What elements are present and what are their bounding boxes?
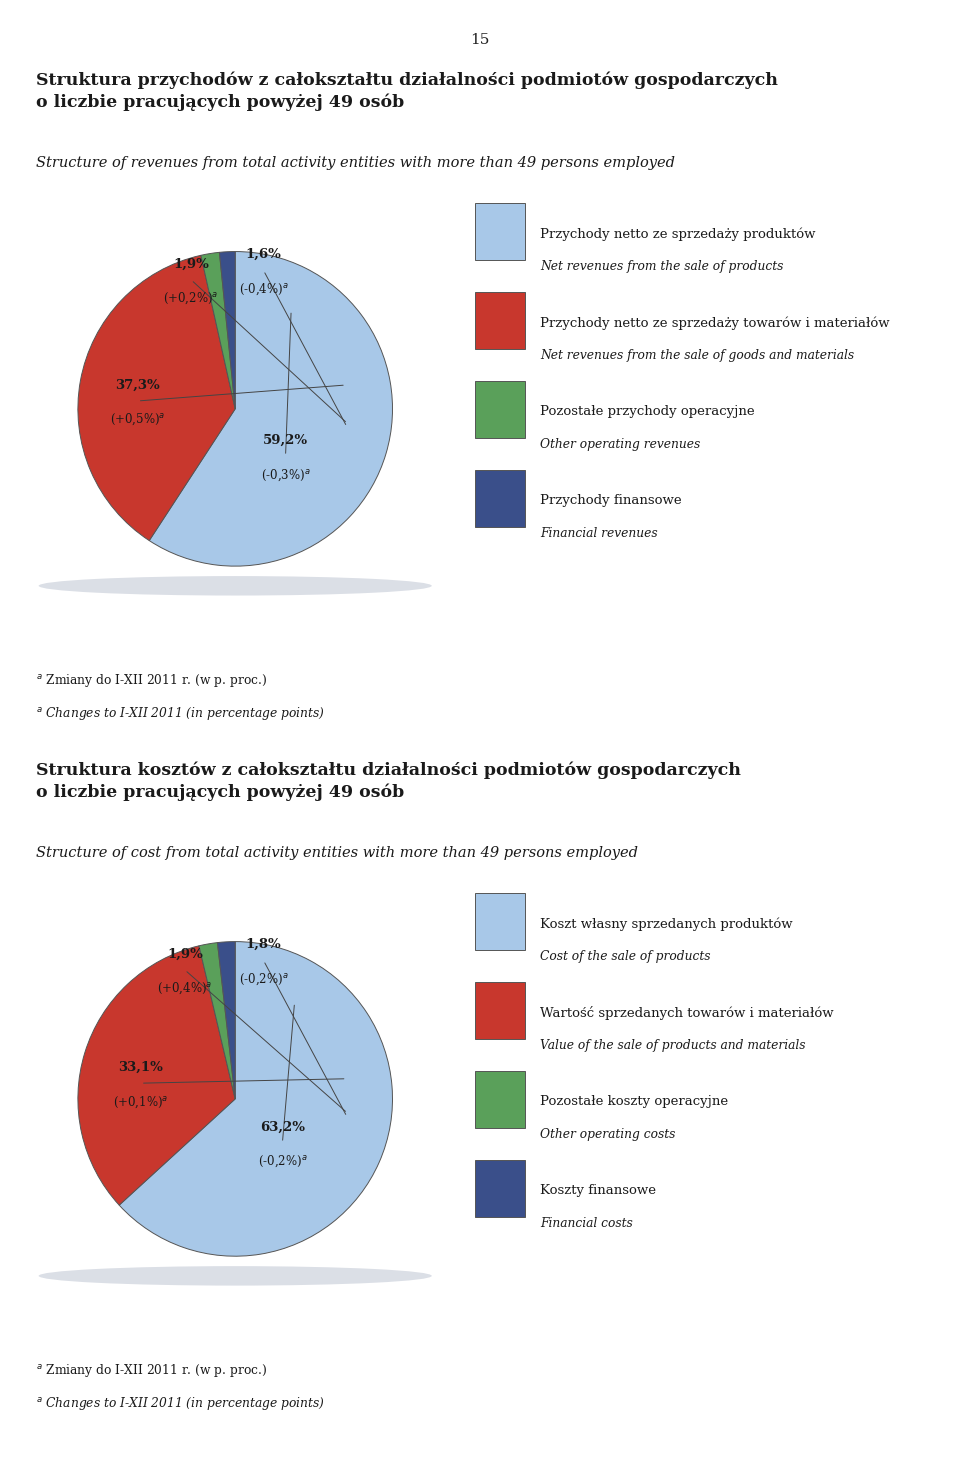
Text: (+0,4%)$^a$: (+0,4%)$^a$	[157, 981, 212, 996]
Text: 59,2%: 59,2%	[263, 433, 308, 447]
Wedge shape	[201, 252, 235, 410]
Ellipse shape	[38, 576, 432, 595]
Text: Value of the sale of products and materials: Value of the sale of products and materi…	[540, 1039, 806, 1052]
Text: $^a$ Zmiany do I-XII 2011 r. (w p. proc.): $^a$ Zmiany do I-XII 2011 r. (w p. proc.…	[36, 1362, 268, 1379]
Text: 63,2%: 63,2%	[260, 1120, 305, 1134]
Wedge shape	[218, 942, 235, 1100]
Text: 1,6%: 1,6%	[246, 248, 281, 261]
Text: 15: 15	[470, 33, 490, 46]
Text: Wartość sprzedanych towarów i materiałów: Wartość sprzedanych towarów i materiałów	[540, 1006, 834, 1020]
Text: Net revenues from the sale of goods and materials: Net revenues from the sale of goods and …	[540, 349, 854, 362]
Text: 1,9%: 1,9%	[167, 947, 203, 960]
Text: Cost of the sale of products: Cost of the sale of products	[540, 950, 711, 963]
Text: 33,1%: 33,1%	[118, 1061, 163, 1074]
Ellipse shape	[38, 1266, 432, 1285]
Wedge shape	[119, 942, 393, 1255]
Text: (-0,2%)$^a$: (-0,2%)$^a$	[257, 1155, 307, 1169]
Text: Structure of revenues from total activity entities with more than 49 persons emp: Structure of revenues from total activit…	[36, 156, 676, 169]
Text: (+0,5%)$^a$: (+0,5%)$^a$	[110, 413, 165, 427]
Text: Struktura kosztów z całokształtu działalności podmiotów gospodarczych
o liczbie : Struktura kosztów z całokształtu działal…	[36, 761, 741, 801]
Text: Pozostałe koszty operacyjne: Pozostałe koszty operacyjne	[540, 1095, 729, 1109]
Text: (-0,3%)$^a$: (-0,3%)$^a$	[261, 467, 310, 482]
Text: 1,8%: 1,8%	[246, 938, 281, 951]
Text: Koszty finansowe: Koszty finansowe	[540, 1184, 657, 1198]
Text: Structure of cost from total activity entities with more than 49 persons employe: Structure of cost from total activity en…	[36, 846, 638, 859]
Wedge shape	[149, 251, 393, 565]
Text: Przychody netto ze sprzedaży towarów i materiałów: Przychody netto ze sprzedaży towarów i m…	[540, 316, 890, 329]
Wedge shape	[78, 945, 235, 1205]
Text: Other operating costs: Other operating costs	[540, 1128, 676, 1141]
Text: (+0,1%)$^a$: (+0,1%)$^a$	[113, 1094, 169, 1110]
Text: Financial costs: Financial costs	[540, 1217, 634, 1230]
Text: Pozostałe przychody operacyjne: Pozostałe przychody operacyjne	[540, 405, 756, 418]
Text: 37,3%: 37,3%	[115, 378, 160, 392]
Text: Przychody finansowe: Przychody finansowe	[540, 494, 683, 508]
Text: Koszt własny sprzedanych produktów: Koszt własny sprzedanych produktów	[540, 917, 793, 930]
Text: Struktura przychodów z całokształtu działalności podmiotów gospodarczych
o liczb: Struktura przychodów z całokształtu dzia…	[36, 71, 779, 111]
Text: $^a$ Zmiany do I-XII 2011 r. (w p. proc.): $^a$ Zmiany do I-XII 2011 r. (w p. proc.…	[36, 672, 268, 689]
Text: $^a$ Changes to I-XII 2011 (in percentage points): $^a$ Changes to I-XII 2011 (in percentag…	[36, 705, 325, 721]
Wedge shape	[78, 255, 235, 540]
Text: $^a$ Changes to I-XII 2011 (in percentage points): $^a$ Changes to I-XII 2011 (in percentag…	[36, 1395, 325, 1411]
Wedge shape	[199, 942, 235, 1100]
Text: (-0,2%)$^a$: (-0,2%)$^a$	[239, 972, 288, 987]
Text: Przychody netto ze sprzedaży produktów: Przychody netto ze sprzedaży produktów	[540, 227, 816, 240]
Text: Net revenues from the sale of products: Net revenues from the sale of products	[540, 260, 784, 273]
Text: Other operating revenues: Other operating revenues	[540, 438, 701, 451]
Text: Financial revenues: Financial revenues	[540, 527, 659, 540]
Wedge shape	[220, 251, 235, 410]
Text: (+0,2%)$^a$: (+0,2%)$^a$	[163, 291, 219, 306]
Text: 1,9%: 1,9%	[173, 257, 209, 270]
Text: (-0,4%)$^a$: (-0,4%)$^a$	[239, 282, 288, 297]
